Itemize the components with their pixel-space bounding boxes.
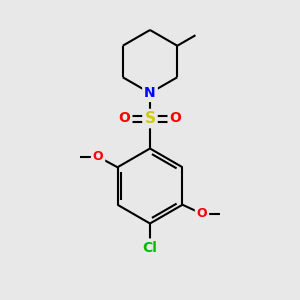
Text: O: O — [169, 112, 181, 125]
Text: N: N — [144, 86, 156, 100]
Text: Cl: Cl — [142, 241, 158, 254]
Text: S: S — [145, 111, 155, 126]
Text: O: O — [93, 150, 103, 163]
Text: O: O — [118, 112, 130, 125]
Text: O: O — [197, 207, 207, 220]
